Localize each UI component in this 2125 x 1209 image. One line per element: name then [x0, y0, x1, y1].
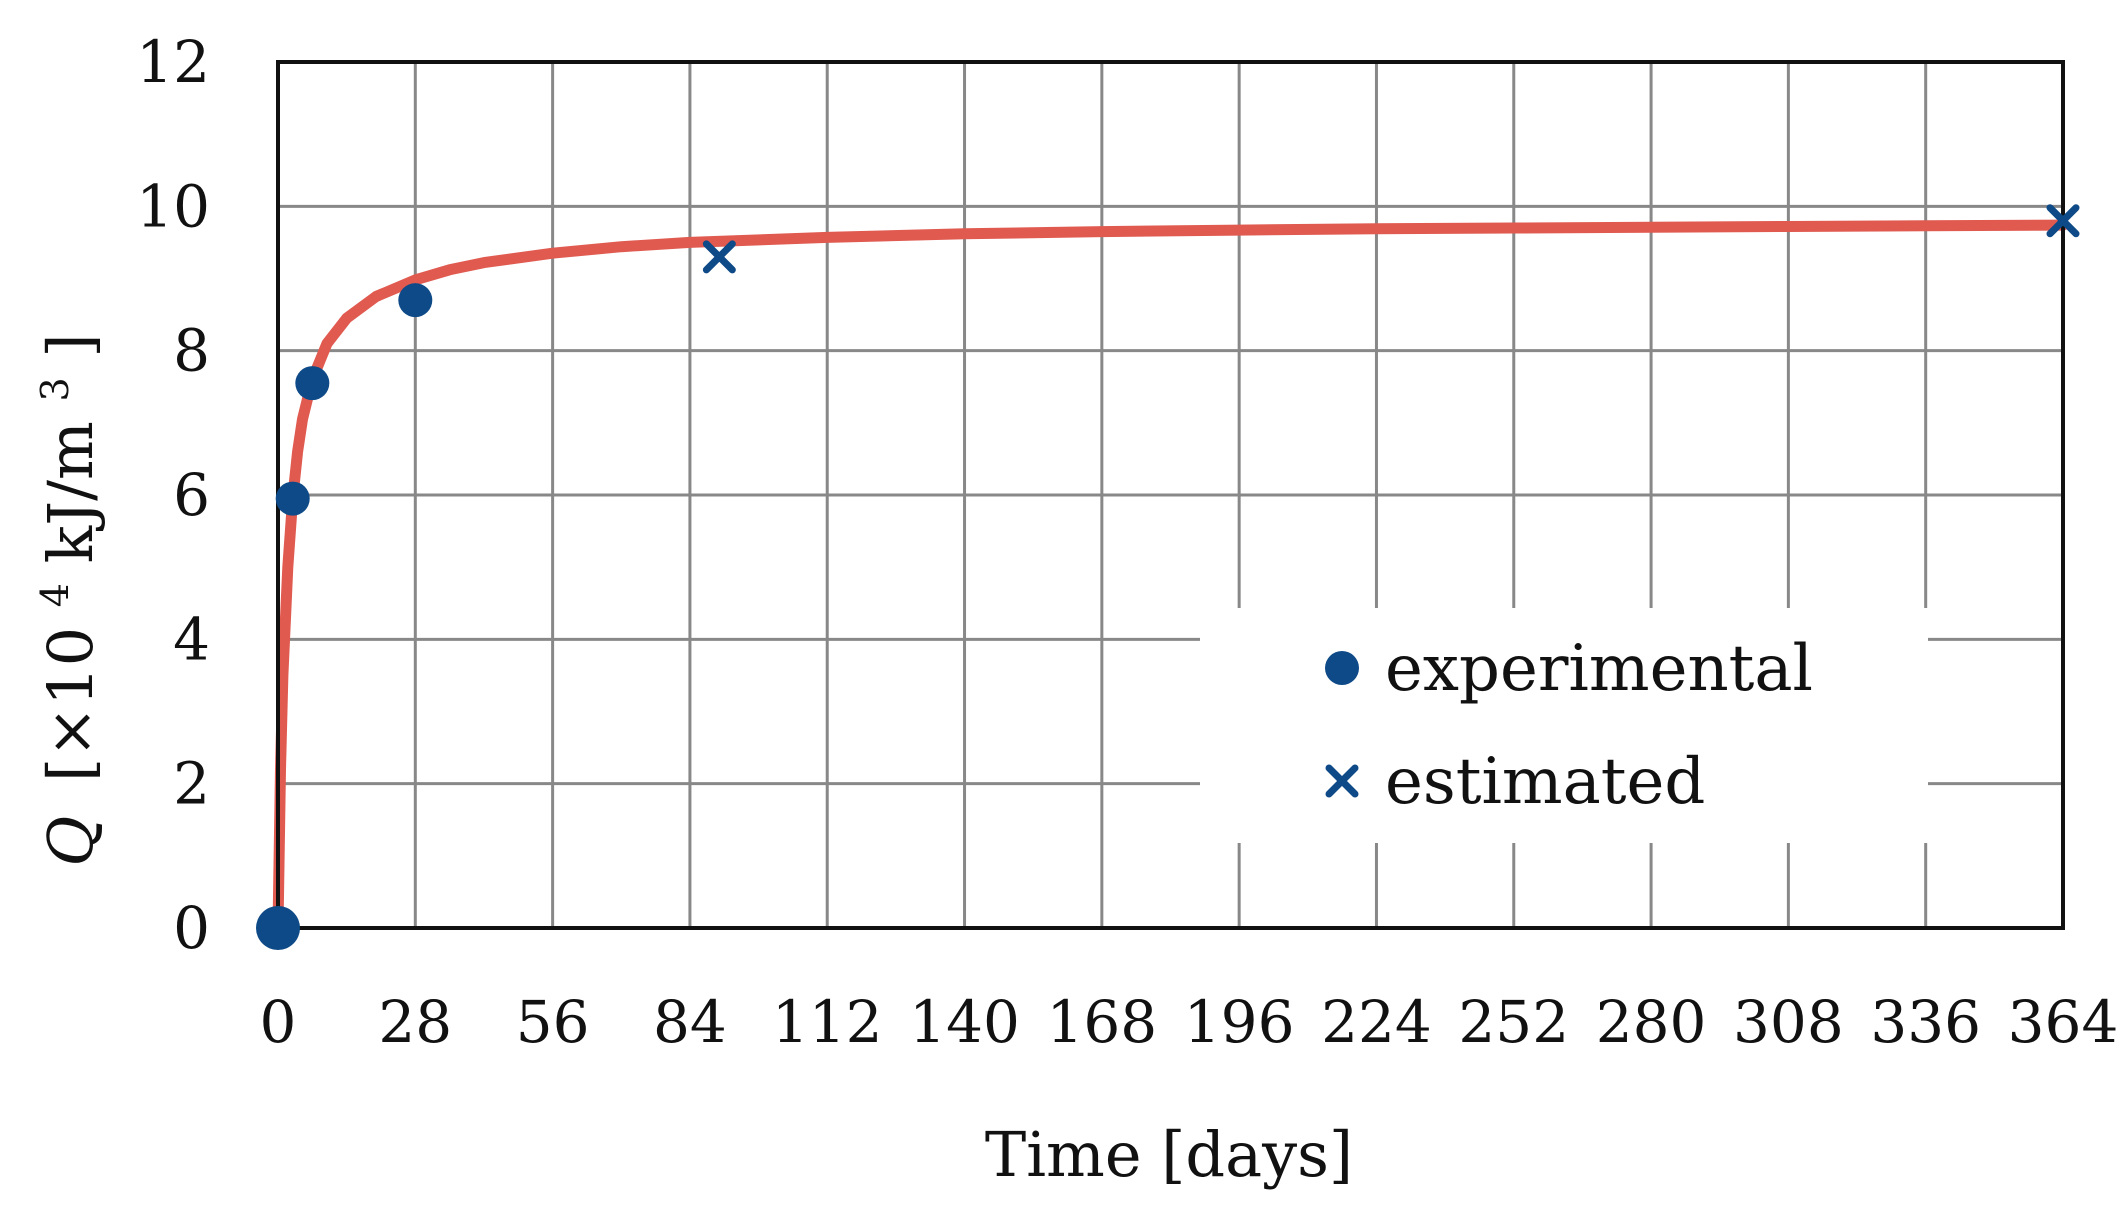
legend-box	[1200, 608, 1928, 843]
legend: experimental estimated	[1325, 632, 1813, 819]
y-tick-label: 12	[136, 28, 210, 96]
x-tick-label: 0	[260, 988, 297, 1056]
legend-label-estimated: estimated	[1385, 745, 1705, 819]
y-axis-title-exponent: 4	[33, 583, 77, 607]
y-tick-label: 6	[173, 461, 210, 529]
estimated-point-stroke	[2046, 204, 2080, 238]
x-tick-label: 280	[1596, 988, 1707, 1056]
x-axis-title: Time [days]	[985, 1118, 1353, 1191]
experimental-point	[275, 481, 310, 516]
y-axis-title: Q [×10 4 kJ/m 3 ]	[10, 333, 107, 866]
y-axis-title-suffix: ]	[34, 333, 107, 357]
legend-marker-x	[1325, 764, 1359, 798]
experimental-point	[398, 283, 433, 318]
y-axis-title-symbol: Q	[34, 816, 107, 867]
x-tick-label: 168	[1046, 988, 1157, 1056]
x-tick-label: 196	[1184, 988, 1295, 1056]
y-tick-label: 4	[173, 605, 210, 673]
x-tick-label: 364	[2008, 988, 2119, 1056]
x-tick-label: 224	[1321, 988, 1432, 1056]
y-axis-title-unit-exponent: 3	[33, 377, 77, 401]
estimated-point	[2046, 204, 2080, 238]
x-tick-label: 112	[772, 988, 883, 1056]
y-axis-title-unit: kJ/m	[34, 421, 107, 563]
experimental-point	[256, 906, 300, 950]
x-tick-label: 336	[1870, 988, 1981, 1056]
x-tick-label: 84	[653, 988, 727, 1056]
x-tick-label: 140	[909, 988, 1020, 1056]
legend-marker-circle	[1325, 651, 1359, 685]
experimental-point	[295, 366, 330, 401]
y-tick-label: 10	[136, 172, 210, 240]
estimated-point-stroke	[702, 240, 736, 274]
y-tick-labels: 0 2 4 6 8 10 12	[136, 28, 210, 962]
y-axis-title-prefix: [×10	[34, 627, 107, 782]
y-tick-label: 2	[173, 750, 210, 818]
y-tick-label: 0	[173, 894, 210, 962]
data-markers	[256, 204, 2080, 950]
y-tick-label: 8	[173, 317, 210, 385]
legend-background	[1200, 608, 1928, 843]
legend-label-experimental: experimental	[1385, 632, 1813, 706]
estimated-point	[702, 240, 736, 274]
x-tick-label: 28	[378, 988, 452, 1056]
x-tick-label: 252	[1458, 988, 1569, 1056]
x-tick-label: 308	[1733, 988, 1844, 1056]
x-tick-label: 56	[516, 988, 590, 1056]
x-tick-labels: 0 28 56 84 112 140 168 196 224 252 280 308 336 364	[260, 988, 2119, 1056]
